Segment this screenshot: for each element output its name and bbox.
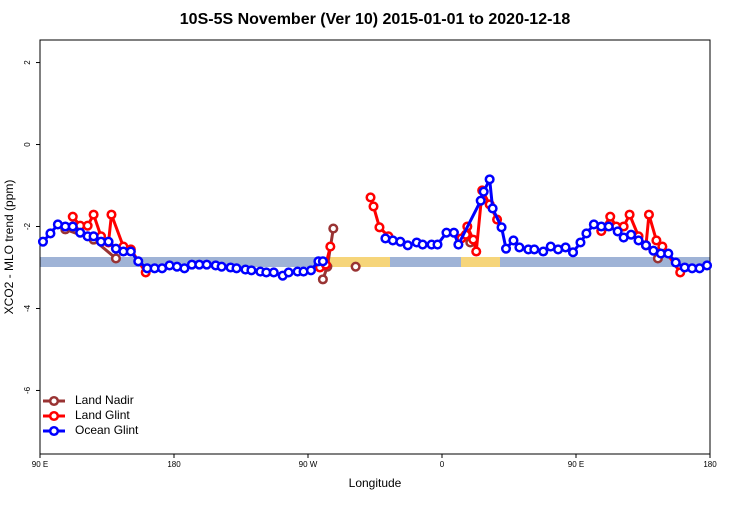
x-tick-label: 90 W xyxy=(299,460,318,469)
data-point xyxy=(575,237,586,248)
x-tick-label: 90 E xyxy=(32,460,48,469)
data-point xyxy=(603,221,614,232)
data-point xyxy=(432,239,443,250)
data-point xyxy=(75,227,86,238)
data-point xyxy=(417,239,428,250)
data-point xyxy=(88,209,99,220)
legend-marker xyxy=(48,425,60,437)
data-point xyxy=(670,257,681,268)
plot-frame xyxy=(39,39,711,455)
data-point xyxy=(538,246,549,257)
x-axis-label: Longitude xyxy=(349,476,402,490)
y-tick-label: -2 xyxy=(23,222,32,230)
data-point xyxy=(179,263,190,274)
data-point xyxy=(268,267,279,278)
data-point xyxy=(317,256,328,267)
data-point xyxy=(231,263,242,274)
data-point xyxy=(663,248,674,259)
data-point xyxy=(317,274,328,285)
data-point xyxy=(496,222,507,233)
data-point xyxy=(471,246,482,257)
data-point xyxy=(468,234,479,245)
data-point xyxy=(529,244,540,255)
data-point xyxy=(560,242,571,253)
data-point xyxy=(246,265,257,276)
data-point xyxy=(581,228,592,239)
x-tick-label: 180 xyxy=(167,460,181,469)
data-point xyxy=(110,253,121,264)
data-point xyxy=(88,231,99,242)
data-point xyxy=(305,265,317,276)
data-point xyxy=(67,211,78,222)
legend-label: Ocean Glint xyxy=(75,423,139,437)
y-axis-label: XCO2 - MLO trend (ppm) xyxy=(2,180,16,315)
data-point xyxy=(82,220,93,231)
data-point xyxy=(374,222,385,233)
surface-strip xyxy=(40,257,710,267)
x-tick-label: 180 xyxy=(703,460,717,469)
legend-marker xyxy=(48,395,60,407)
y-tick-label: 0 xyxy=(23,142,32,147)
data-point xyxy=(283,267,294,278)
land-strip xyxy=(330,257,390,267)
data-point xyxy=(626,229,637,240)
data-point xyxy=(475,195,486,206)
data-point xyxy=(500,243,512,254)
legend-label: Land Nadir xyxy=(75,393,134,407)
data-point xyxy=(605,211,616,222)
data-point xyxy=(453,239,464,250)
data-point xyxy=(368,201,379,212)
data-point xyxy=(487,203,498,214)
data-point xyxy=(402,240,413,251)
data-point xyxy=(201,259,212,270)
data-point xyxy=(640,240,652,251)
data-point xyxy=(514,242,525,253)
data-point xyxy=(350,261,361,272)
y-tick-label: -6 xyxy=(23,386,32,394)
data-point xyxy=(106,209,117,220)
data-point xyxy=(365,192,376,203)
y-tick-label: 2 xyxy=(23,60,32,65)
land-strip xyxy=(461,257,500,267)
chart-title: 10S-5S November (Ver 10) 2015-01-01 to 2… xyxy=(180,11,571,28)
data-point xyxy=(103,236,114,247)
data-point xyxy=(125,246,136,257)
data-point xyxy=(216,261,227,272)
data-point xyxy=(328,223,339,234)
data-point xyxy=(67,221,78,232)
data-point xyxy=(45,228,56,239)
data-point xyxy=(612,226,623,237)
data-point xyxy=(484,174,495,185)
data-point xyxy=(567,247,579,258)
data-point xyxy=(37,236,49,247)
data-point xyxy=(133,256,144,267)
legend-marker xyxy=(48,410,60,422)
data-point xyxy=(448,227,459,238)
y-tick-label: -4 xyxy=(23,304,32,312)
data-point xyxy=(395,236,406,247)
x-tick-label: 0 xyxy=(440,460,445,469)
legend-label: Land Glint xyxy=(75,408,130,422)
data-point xyxy=(325,241,336,252)
data-point xyxy=(618,221,629,232)
data-point xyxy=(701,260,713,271)
data-point xyxy=(651,235,662,246)
data-point xyxy=(643,209,655,220)
x-tick-label: 90 E xyxy=(568,460,584,469)
data-point xyxy=(478,186,489,197)
data-point xyxy=(508,235,519,246)
data-point xyxy=(624,209,635,220)
data-point xyxy=(633,235,644,246)
